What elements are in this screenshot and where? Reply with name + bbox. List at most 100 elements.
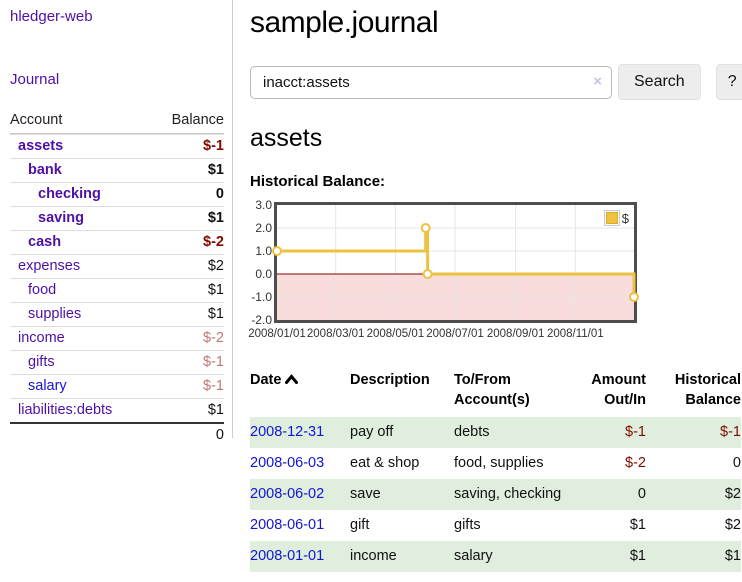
y-tick-label: -1.0 (251, 290, 272, 304)
transaction-description: pay off (350, 417, 454, 448)
account-balance: $-1 (203, 378, 224, 394)
search-form: × Search ? (250, 64, 742, 100)
account-balance: $-1 (203, 138, 224, 154)
account-balance: $-2 (203, 234, 224, 250)
transaction-date-link[interactable]: 2008-06-01 (250, 517, 325, 533)
transaction-accounts: saving, checking (454, 479, 566, 510)
search-button[interactable]: Search (618, 64, 701, 100)
account-row-food: food $1 (10, 278, 224, 302)
chart-title: Historical Balance: (250, 173, 386, 190)
account-link-supplies[interactable]: supplies (28, 306, 82, 322)
account-balance: $2 (207, 258, 224, 274)
historical-balance-chart: 3.0 2.0 1.0 0.0 -1.0 -2.0 $ 2008/01/01 2008/03… (248, 198, 742, 344)
transaction-amount: $1 (629, 517, 646, 533)
chart-legend: $ (603, 210, 629, 226)
accounts-table-header: Account Balance (10, 110, 224, 134)
register-row: 2008-06-03 eat & shop food, supplies $-2… (250, 448, 741, 479)
y-tick-label: -2.0 (251, 313, 272, 327)
account-balance: $1 (207, 282, 224, 298)
x-tick-label: 2008/03/01 (306, 328, 365, 340)
transaction-balance: $2 (646, 479, 741, 510)
account-link-bank[interactable]: bank (28, 162, 62, 178)
accounts-total-row: 0 (10, 422, 224, 446)
app-title-link[interactable]: hledger-web (10, 8, 93, 25)
account-heading: assets (250, 124, 323, 152)
register-table: Date Description To/From Account(s) Amou… (250, 368, 741, 572)
balance-column-header: Historical Balance (674, 372, 741, 408)
transaction-date-link[interactable]: 2008-12-31 (250, 424, 325, 440)
account-row-gifts: gifts $-1 (10, 350, 224, 374)
account-link-liabilities-debts[interactable]: liabilities:debts (18, 402, 113, 418)
transaction-description: income (350, 541, 454, 572)
sidebar-item-journal[interactable]: Journal (10, 71, 60, 88)
account-row-expenses: expenses $2 (10, 254, 224, 278)
transaction-amount: $1 (566, 541, 646, 572)
account-row-liabilities-debts: liabilities:debts $1 (10, 398, 224, 422)
account-row-assets: assets $-1 (10, 134, 224, 158)
transaction-balance: 0 (732, 455, 741, 471)
account-balance: $-1 (203, 354, 224, 370)
account-link-assets[interactable]: assets (18, 138, 64, 154)
x-tick-label: 2008/07/01 (426, 328, 484, 340)
account-link-checking[interactable]: checking (38, 186, 101, 202)
transaction-balance: $2 (724, 517, 741, 533)
account-link-saving[interactable]: saving (38, 210, 84, 226)
account-link-gifts[interactable]: gifts (28, 354, 55, 370)
description-column-header: Description (350, 372, 430, 388)
account-link-income[interactable]: income (18, 330, 65, 346)
account-row-bank: bank $1 (10, 158, 224, 182)
x-tick-label: 2008/09/01 (486, 328, 545, 340)
clear-search-icon[interactable]: × (593, 72, 602, 90)
amount-column-header: Amount Out/In (591, 372, 646, 408)
transaction-accounts: debts (454, 417, 566, 448)
register-row: 2008-01-01 income salary $1 $1 (250, 541, 741, 572)
account-balance: $1 (207, 402, 224, 418)
transaction-date-link[interactable]: 2008-01-01 (250, 548, 325, 564)
legend-swatch (603, 210, 620, 226)
account-link-cash[interactable]: cash (28, 234, 62, 250)
sort-ascending-icon (285, 370, 299, 390)
x-tick-label: 2008/11/01 (546, 328, 604, 340)
register-row: 2008-12-31 pay off debts $-1 $-1 (250, 417, 741, 448)
search-input-wrap: × (250, 65, 612, 99)
y-tick-label: 0.0 (255, 267, 272, 281)
account-balance: 0 (215, 186, 224, 202)
main-content: sample.journal × Search ? assets Histori… (248, 0, 742, 572)
account-row-income: income $-2 (10, 326, 224, 350)
account-link-salary[interactable]: salary (28, 378, 67, 394)
account-balance: $1 (207, 210, 224, 226)
accounts-total-value: 0 (215, 427, 224, 443)
account-link-expenses[interactable]: expenses (18, 258, 81, 274)
account-balance: $1 (207, 162, 224, 178)
transaction-date-link[interactable]: 2008-06-03 (250, 455, 325, 471)
y-tick-label: 2.0 (255, 221, 272, 235)
account-link-food[interactable]: food (28, 282, 57, 298)
transaction-amount: $-2 (625, 455, 646, 471)
date-column-header[interactable]: Date (250, 368, 350, 417)
tofrom-column-header: To/From Account(s) (454, 372, 530, 408)
y-tick-label: 3.0 (255, 198, 272, 212)
transaction-accounts: food, supplies (454, 455, 544, 471)
date-header-label: Date (250, 372, 282, 388)
help-button[interactable]: ? (715, 64, 742, 100)
chart-plot-area[interactable]: $ (272, 202, 639, 323)
search-input[interactable] (250, 65, 612, 99)
x-tick-label: 2008/01/01 (248, 328, 306, 340)
transaction-description: gift (350, 517, 370, 533)
x-tick-label: 2008/05/01 (366, 328, 425, 340)
account-column-header: Account (10, 112, 63, 128)
transaction-date-link[interactable]: 2008-06-02 (250, 486, 325, 502)
transaction-accounts: salary (454, 541, 566, 572)
account-balance: $1 (207, 306, 224, 322)
account-row-checking: checking 0 (10, 182, 224, 206)
transaction-amount: $-1 (566, 417, 646, 448)
accounts-table: Account Balance assets $-1 bank $1 check… (10, 110, 224, 446)
transaction-amount: 0 (566, 479, 646, 510)
account-row-cash: cash $-2 (10, 230, 224, 254)
y-tick-label: 1.0 (255, 244, 272, 258)
account-row-supplies: supplies $1 (10, 302, 224, 326)
register-row: 2008-06-01 gift gifts $1 $2 (250, 510, 741, 541)
account-row-saving: saving $1 (10, 206, 224, 230)
transaction-accounts: gifts (454, 517, 481, 533)
transaction-balance: $1 (646, 541, 741, 572)
